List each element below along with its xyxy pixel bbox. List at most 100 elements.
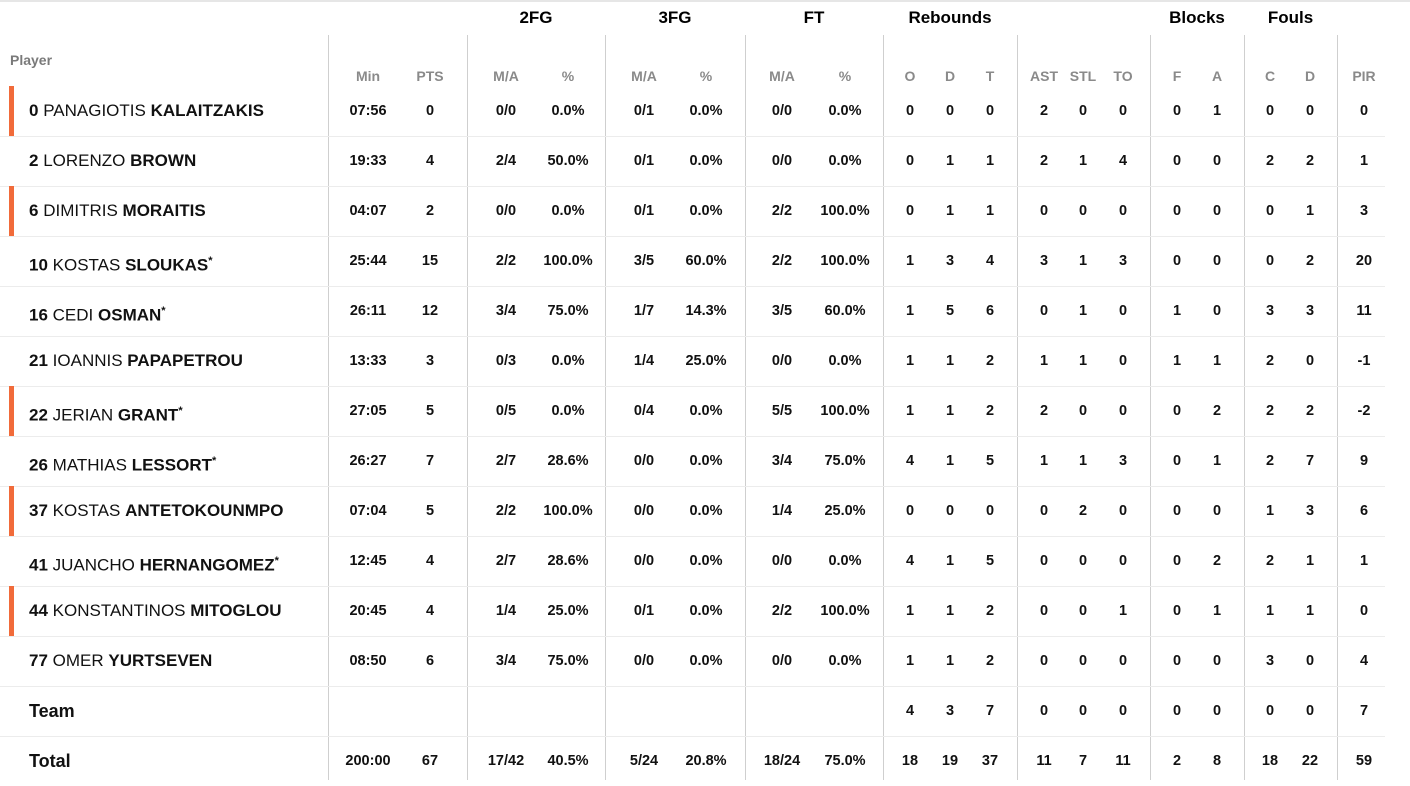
player-name[interactable]: 44 KONSTANTINOS MITOGLOU xyxy=(29,586,282,636)
stat-reb-d: 0 xyxy=(945,503,955,519)
player-number: 77 xyxy=(29,651,48,670)
col-header-reb-d[interactable]: D xyxy=(944,68,956,84)
col-header-foul-c[interactable]: C xyxy=(1264,68,1276,84)
player-row[interactable]: 44 KONSTANTINOS MITOGLOU 20:45 4 1/4 25.0% 0/… xyxy=(0,586,1385,637)
stat-foul-d: 0 xyxy=(1305,103,1315,119)
col-header-blk-a[interactable]: A xyxy=(1211,68,1223,84)
stat-to: 11 xyxy=(1115,753,1131,769)
player-name[interactable]: 41 JUANCHO HERNANGOMEZ* xyxy=(29,536,279,586)
stat-reb-d: 3 xyxy=(945,703,955,719)
col-header-foul-d[interactable]: D xyxy=(1304,68,1316,84)
stat-blk-f: 2 xyxy=(1172,753,1182,769)
player-row[interactable]: 22 JERIAN GRANT* 27:05 5 0/5 0.0% 0/4 0.0% 5/5 1… xyxy=(0,386,1385,437)
player-row[interactable]: 10 KOSTAS SLOUKAS* 25:44 15 2/2 100.0% 3/5 60.… xyxy=(0,236,1385,287)
group-header-rebounds: Rebounds xyxy=(908,8,992,27)
col-header-ft-pct[interactable]: % xyxy=(838,68,852,84)
stat-ast: 1 xyxy=(1039,353,1049,369)
stat-blk-a: 1 xyxy=(1212,453,1222,469)
stat-pts: 4 xyxy=(425,603,435,619)
player-row[interactable]: 26 MATHIAS LESSORT* 26:27 7 2/7 28.6% 0/0 0.0%… xyxy=(0,436,1385,487)
player-first-name: CEDI xyxy=(52,305,94,325)
stat-reb-o: 1 xyxy=(905,603,915,619)
stat-pir: 4 xyxy=(1359,653,1369,669)
stat-foul-d: 2 xyxy=(1305,403,1315,419)
stat-2fg-pct: 0.0% xyxy=(551,103,585,119)
stat-ft-ma: 0/0 xyxy=(771,103,793,119)
col-header-pts[interactable]: PTS xyxy=(416,68,444,84)
player-row[interactable]: 16 CEDI OSMAN* 26:11 12 3/4 75.0% 1/7 14.3% 3/5… xyxy=(0,286,1385,337)
col-header-ast[interactable]: AST xyxy=(1030,68,1058,84)
stat-reb-o: 1 xyxy=(905,403,915,419)
player-number: 22 xyxy=(29,405,48,425)
player-name[interactable]: 2 LORENZO BROWN xyxy=(29,136,196,186)
stat-pts: 67 xyxy=(421,753,439,769)
stat-foul-d: 0 xyxy=(1305,353,1315,369)
stat-blk-a: 1 xyxy=(1212,603,1222,619)
player-name[interactable]: 10 KOSTAS SLOUKAS* xyxy=(29,236,213,286)
stat-ft-pct xyxy=(807,686,883,736)
stat-stl: 0 xyxy=(1078,103,1088,119)
stat-blk-f: 0 xyxy=(1172,703,1182,719)
stat-foul-d: 0 xyxy=(1305,653,1315,669)
col-header-pir[interactable]: PIR xyxy=(1352,68,1376,84)
stat-blk-a: 0 xyxy=(1212,703,1222,719)
stat-min: 27:05 xyxy=(349,403,387,419)
player-last-name: YURTSEVEN xyxy=(108,651,213,670)
stat-pts: 0 xyxy=(425,103,435,119)
stat-reb-o: 18 xyxy=(901,753,919,769)
group-header-ft: FT xyxy=(803,8,825,27)
player-row[interactable]: 0 PANAGIOTIS KALAITZAKIS 07:56 0 0/0 0.0% 0/1… xyxy=(0,86,1385,137)
stat-ft-ma: 3/4 xyxy=(771,453,793,469)
player-row[interactable]: 21 IOANNIS PAPAPETROU 13:33 3 0/3 0.0% 1/4 25.… xyxy=(0,336,1385,387)
player-row[interactable]: 41 JUANCHO HERNANGOMEZ* 12:45 4 2/7 28.6% 0/0… xyxy=(0,536,1385,587)
col-header-2fg-ma[interactable]: M/A xyxy=(493,68,519,84)
player-name[interactable]: 16 CEDI OSMAN* xyxy=(29,286,166,336)
player-row[interactable]: 37 KOSTAS ANTETOKOUNMPO 07:04 5 2/2 100.0% 0/… xyxy=(0,486,1385,537)
stat-ft-ma: 18/24 xyxy=(763,753,801,769)
player-name[interactable]: 77 OMER YURTSEVEN xyxy=(29,636,212,686)
stat-ast: 0 xyxy=(1039,203,1049,219)
starter-marker: * xyxy=(208,255,213,267)
team-label: Team xyxy=(29,701,75,721)
col-header-to[interactable]: TO xyxy=(1113,68,1133,84)
stat-reb-t: 37 xyxy=(981,753,999,769)
stat-2fg-pct: 0.0% xyxy=(551,353,585,369)
bench-indicator-bar xyxy=(9,386,14,436)
player-row[interactable]: 77 OMER YURTSEVEN 08:50 6 3/4 75.0% 0/0 0.0% 0/… xyxy=(0,636,1385,687)
col-header-reb-o[interactable]: O xyxy=(904,68,916,84)
player-row[interactable]: 6 DIMITRIS MORAITIS 04:07 2 0/0 0.0% 0/1 0.0% 2… xyxy=(0,186,1385,237)
player-number: 2 xyxy=(29,151,39,170)
col-header-stl[interactable]: STL xyxy=(1069,68,1097,84)
stat-to: 0 xyxy=(1118,653,1128,669)
col-header-ft-ma[interactable]: M/A xyxy=(769,68,795,84)
stat-ft-ma: 0/0 xyxy=(771,153,793,169)
col-header-3fg-ma[interactable]: M/A xyxy=(631,68,657,84)
stat-2fg-pct: 50.0% xyxy=(547,153,589,169)
player-row[interactable]: 2 LORENZO BROWN 19:33 4 2/4 50.0% 0/1 0.0% 0/0 0… xyxy=(0,136,1385,187)
column-divider xyxy=(1017,35,1018,780)
stat-foul-d: 3 xyxy=(1305,303,1315,319)
stat-pir: 20 xyxy=(1355,253,1373,269)
stat-pts: 6 xyxy=(425,653,435,669)
column-divider xyxy=(1150,35,1151,780)
stat-foul-c: 1 xyxy=(1265,503,1275,519)
stat-foul-c: 1 xyxy=(1265,603,1275,619)
column-divider xyxy=(1244,35,1245,780)
col-header-3fg-pct[interactable]: % xyxy=(699,68,713,84)
stat-reb-t: 1 xyxy=(985,153,995,169)
player-name[interactable]: 22 JERIAN GRANT* xyxy=(29,386,183,436)
player-name[interactable]: 26 MATHIAS LESSORT* xyxy=(29,436,216,486)
col-header-min[interactable]: Min xyxy=(355,68,381,84)
player-last-name: BROWN xyxy=(130,151,197,170)
stat-3fg-pct: 0.0% xyxy=(689,203,723,219)
player-name[interactable]: 6 DIMITRIS MORAITIS xyxy=(29,186,206,236)
player-name[interactable]: 37 KOSTAS ANTETOKOUNMPO xyxy=(29,486,283,536)
col-header-blk-f[interactable]: F xyxy=(1172,68,1182,84)
col-header-reb-t[interactable]: T xyxy=(985,68,995,84)
player-number: 26 xyxy=(29,455,48,475)
stat-foul-d: 1 xyxy=(1305,203,1315,219)
player-name[interactable]: 21 IOANNIS PAPAPETROU xyxy=(29,336,243,386)
col-header-2fg-pct[interactable]: % xyxy=(561,68,575,84)
stat-2fg-pct: 25.0% xyxy=(547,603,589,619)
player-name[interactable]: 0 PANAGIOTIS KALAITZAKIS xyxy=(29,86,264,136)
